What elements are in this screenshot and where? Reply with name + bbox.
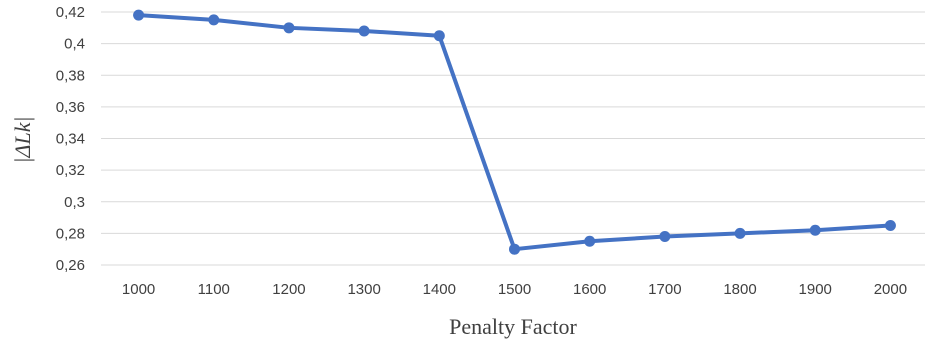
x-tick-label: 1500 <box>498 281 531 298</box>
data-point <box>734 227 746 239</box>
series-layer <box>133 9 896 255</box>
y-tick-label: 0,26 <box>56 257 85 274</box>
data-point <box>509 243 520 255</box>
data-point <box>884 219 896 231</box>
y-tick-label: 0,32 <box>56 162 85 179</box>
series-line <box>136 13 893 252</box>
y-tick-label: 0,42 <box>56 4 85 21</box>
y-axis-title: |ΔLk| <box>10 116 35 163</box>
x-tick-label: 2000 <box>874 281 907 298</box>
y-tick-label: 0,4 <box>64 36 85 53</box>
x-tick-label: 1800 <box>723 281 756 298</box>
y-tick-labels: 0,26 0,28 0,3 0,32 0,34 0,36 0,38 0,4 0,42 <box>56 4 85 274</box>
x-axis-title: Penalty Factor <box>449 314 577 339</box>
y-tick-label: 0,36 <box>56 99 85 116</box>
y-tick-label: 0,38 <box>56 67 85 84</box>
x-tick-label: 1100 <box>198 281 230 298</box>
x-tick-label: 1300 <box>347 281 380 298</box>
x-tick-labels: 1000 1100 1200 1300 1400 1500 1600 1700 1800 1900… <box>122 281 907 298</box>
x-tick-label: 1200 <box>272 281 305 298</box>
data-point <box>208 14 220 26</box>
data-point <box>659 231 671 243</box>
x-tick-label: 1000 <box>122 281 155 298</box>
x-tick-label: 1900 <box>799 281 832 298</box>
y-tick-label: 0,3 <box>64 194 85 211</box>
data-point <box>358 25 370 37</box>
x-tick-label: 1700 <box>648 281 681 298</box>
x-tick-label: 1400 <box>423 281 456 298</box>
data-point <box>809 224 821 236</box>
data-point <box>433 30 445 42</box>
y-tick-label: 0,28 <box>56 225 85 242</box>
y-tick-label: 0,34 <box>56 131 85 148</box>
data-point <box>584 235 596 247</box>
data-point <box>283 22 295 34</box>
x-tick-label: 1600 <box>573 281 606 298</box>
data-point <box>133 9 145 21</box>
gridlines <box>101 11 925 266</box>
